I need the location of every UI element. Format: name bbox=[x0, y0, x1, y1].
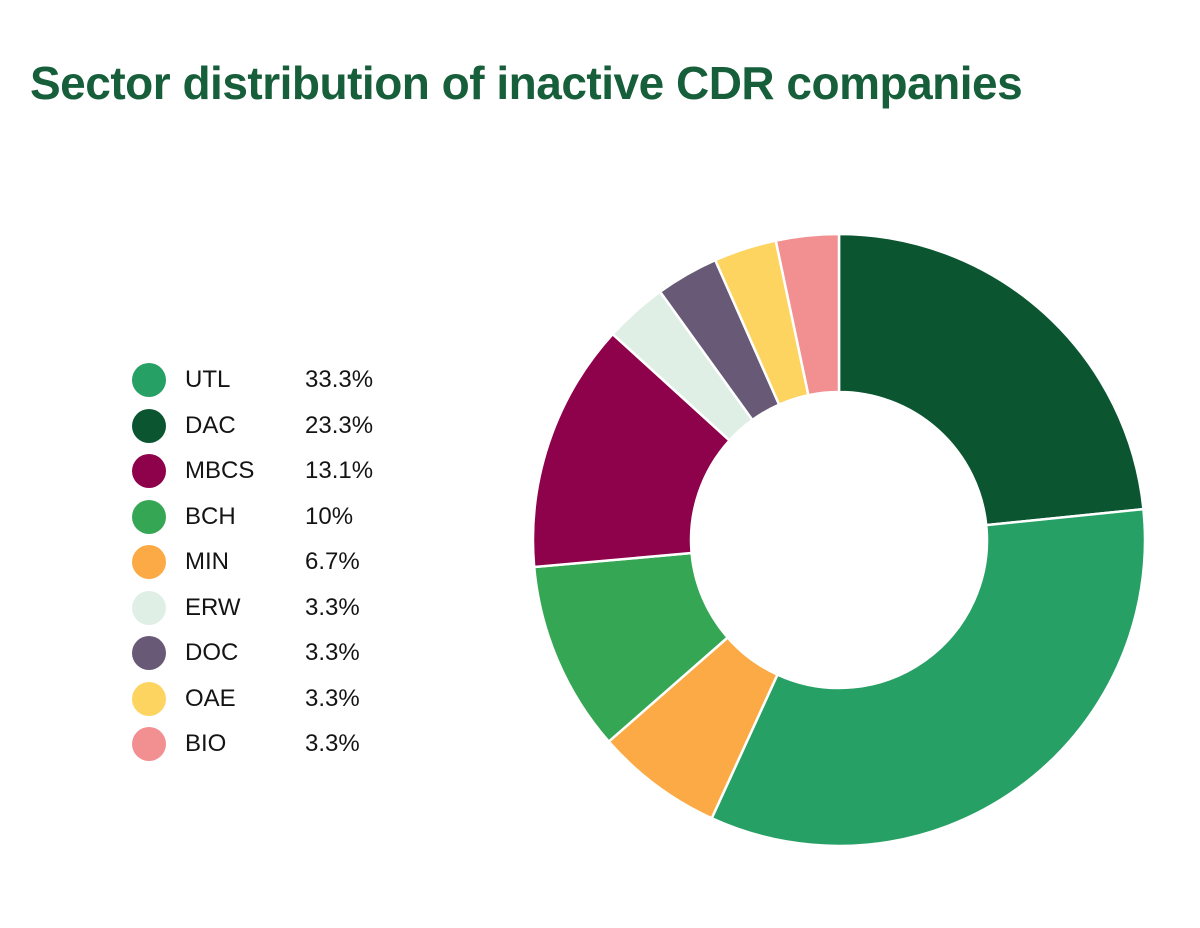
legend-item-erw: ERW 3.3% bbox=[132, 590, 373, 625]
legend-label: OAE bbox=[185, 684, 236, 712]
legend-label: UTL bbox=[185, 366, 231, 393]
legend-value: 13.1% bbox=[305, 457, 374, 484]
legend-value: 3.3% bbox=[305, 593, 360, 621]
legend-swatch-dac bbox=[132, 408, 166, 443]
legend-swatch-mbcs bbox=[132, 454, 166, 488]
donut-segment-utl bbox=[710, 507, 1147, 848]
donut-segment-dac bbox=[837, 232, 1145, 527]
legend-label: BCH bbox=[185, 502, 236, 530]
legend-label: MBCS bbox=[185, 457, 255, 484]
legend-value: 6.7% bbox=[305, 548, 360, 575]
legend-swatch-bch bbox=[132, 499, 166, 534]
legend-item-min: MIN 6.7% bbox=[132, 545, 373, 579]
legend-swatch-doc bbox=[132, 636, 166, 670]
legend-label: ERW bbox=[185, 593, 241, 621]
legend-value: 23.3% bbox=[305, 411, 374, 439]
donut-segment-mbcs bbox=[531, 332, 731, 569]
legend-value: 3.3% bbox=[305, 684, 360, 712]
donut-chart bbox=[531, 232, 1147, 848]
legend-item-doc: DOC 3.3% bbox=[132, 636, 373, 670]
legend-value: 10% bbox=[305, 502, 354, 530]
legend-value: 33.3% bbox=[305, 366, 374, 393]
chart-legend: UTL 33.3% DAC 23.3% MBCS 13.1% BCH 10% MIN 6.7% ER… bbox=[132, 363, 373, 761]
legend-swatch-oae bbox=[132, 681, 166, 716]
donut-segment-bio bbox=[774, 232, 841, 397]
legend-value: 3.3% bbox=[305, 730, 360, 757]
legend-value: 3.3% bbox=[305, 639, 360, 666]
legend-label: MIN bbox=[185, 548, 229, 575]
legend-swatch-bio bbox=[132, 727, 166, 761]
legend-item-utl: UTL 33.3% bbox=[132, 363, 373, 397]
legend-swatch-utl bbox=[132, 363, 166, 397]
legend-label: DAC bbox=[185, 411, 236, 439]
legend-item-bch: BCH 10% bbox=[132, 499, 373, 534]
legend-item-oae: OAE 3.3% bbox=[132, 681, 373, 716]
legend-item-mbcs: MBCS 13.1% bbox=[132, 454, 373, 488]
chart-title: Sector distribution of inactive CDR comp… bbox=[30, 57, 1023, 109]
legend-label: BIO bbox=[185, 730, 227, 757]
legend-swatch-min bbox=[132, 545, 166, 579]
legend-swatch-erw bbox=[132, 590, 166, 625]
legend-item-bio: BIO 3.3% bbox=[132, 727, 373, 761]
legend-item-dac: DAC 23.3% bbox=[132, 408, 374, 443]
legend-label: DOC bbox=[185, 639, 239, 666]
